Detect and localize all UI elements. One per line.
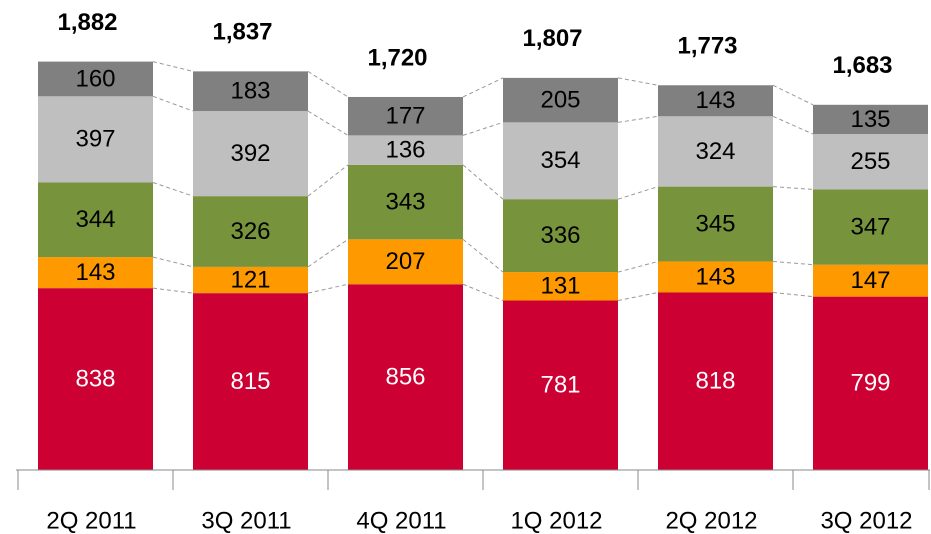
value-label: 392 bbox=[230, 140, 270, 167]
value-label: 818 bbox=[695, 368, 735, 395]
bar-segment bbox=[503, 300, 618, 470]
value-label: 336 bbox=[540, 222, 580, 249]
bar-segment bbox=[813, 264, 928, 297]
x-tick-label: 3Q 2012 bbox=[820, 507, 912, 534]
connector bbox=[462, 164, 504, 200]
bar-segment bbox=[348, 135, 463, 165]
x-tick-label: 4Q 2011 bbox=[356, 507, 446, 534]
connector bbox=[307, 283, 349, 294]
bar-segment bbox=[503, 122, 618, 200]
connector bbox=[617, 186, 659, 200]
connector bbox=[307, 70, 349, 98]
value-label: 121 bbox=[230, 266, 270, 293]
x-tick-label: 2Q 2012 bbox=[665, 507, 757, 534]
connector bbox=[617, 77, 659, 86]
total-label: 1,720 bbox=[367, 44, 427, 71]
value-label: 347 bbox=[850, 213, 890, 240]
connector bbox=[772, 260, 814, 266]
bar-segment bbox=[348, 164, 463, 240]
bar-segment bbox=[503, 272, 618, 301]
bar-segment bbox=[38, 61, 153, 97]
bar-segment bbox=[193, 196, 308, 267]
bar-segment bbox=[813, 296, 928, 470]
bar-segment bbox=[658, 85, 773, 117]
value-label: 781 bbox=[540, 372, 580, 399]
bar-segment bbox=[813, 189, 928, 265]
value-label: 326 bbox=[230, 218, 270, 245]
connector bbox=[152, 256, 194, 268]
x-tick-label: 1Q 2012 bbox=[510, 507, 602, 534]
connector bbox=[617, 292, 659, 302]
connector bbox=[772, 291, 814, 298]
bar-segment bbox=[38, 257, 153, 289]
bar-segment bbox=[348, 284, 463, 470]
bar-segment bbox=[658, 116, 773, 187]
value-label: 143 bbox=[75, 259, 115, 286]
value-label: 183 bbox=[230, 78, 270, 105]
connector bbox=[152, 95, 194, 112]
value-label: 135 bbox=[850, 106, 890, 133]
bar-segment bbox=[193, 111, 308, 197]
connector bbox=[152, 61, 194, 72]
value-label: 207 bbox=[385, 248, 425, 275]
bar-segment bbox=[193, 71, 308, 112]
bar-segment bbox=[813, 134, 928, 190]
value-label: 147 bbox=[850, 267, 890, 294]
bar-segment bbox=[193, 266, 308, 294]
bar-segment bbox=[658, 261, 773, 293]
connector bbox=[462, 238, 504, 273]
total-label: 1,773 bbox=[677, 33, 737, 60]
x-tick-label: 2Q 2011 bbox=[46, 507, 136, 534]
connector bbox=[772, 84, 814, 106]
value-label: 345 bbox=[695, 210, 735, 237]
value-label: 343 bbox=[385, 188, 425, 215]
bar-segment bbox=[38, 182, 153, 258]
total-label: 1,807 bbox=[522, 25, 582, 52]
connector bbox=[462, 283, 504, 301]
value-label: 799 bbox=[850, 370, 890, 397]
bar-segment bbox=[503, 199, 618, 273]
value-label: 856 bbox=[385, 363, 425, 390]
bar-segment bbox=[503, 77, 618, 123]
connector bbox=[307, 110, 349, 136]
bar-segment bbox=[813, 104, 928, 135]
x-tick-label: 3Q 2011 bbox=[201, 507, 291, 534]
connector bbox=[307, 238, 349, 268]
connector bbox=[152, 182, 194, 197]
value-label: 354 bbox=[540, 147, 580, 174]
connector bbox=[772, 186, 814, 190]
bar-segment bbox=[348, 96, 463, 136]
total-label: 1,882 bbox=[57, 9, 117, 36]
value-label: 838 bbox=[75, 365, 115, 392]
value-label: 205 bbox=[540, 86, 580, 113]
bar-segment bbox=[38, 96, 153, 183]
value-label: 397 bbox=[75, 126, 115, 153]
value-label: 815 bbox=[230, 368, 270, 395]
value-label: 255 bbox=[850, 148, 890, 175]
connector bbox=[462, 121, 504, 136]
bar-segment bbox=[658, 186, 773, 262]
value-label: 143 bbox=[695, 87, 735, 114]
bar-segment bbox=[658, 292, 773, 470]
value-label: 131 bbox=[540, 273, 580, 300]
connector bbox=[152, 287, 194, 294]
connector bbox=[617, 260, 659, 273]
connector bbox=[772, 115, 814, 135]
value-label: 136 bbox=[385, 136, 425, 163]
bar-segment bbox=[348, 239, 463, 285]
total-label: 1,837 bbox=[212, 19, 272, 46]
connector bbox=[307, 164, 349, 197]
value-label: 143 bbox=[695, 263, 735, 290]
value-label: 324 bbox=[695, 138, 735, 165]
connector bbox=[617, 115, 659, 123]
bar-segment bbox=[193, 293, 308, 470]
value-label: 177 bbox=[385, 103, 425, 130]
total-label: 1,683 bbox=[832, 52, 892, 79]
value-label: 344 bbox=[75, 206, 115, 233]
value-label: 160 bbox=[75, 65, 115, 92]
bar-segment bbox=[38, 288, 153, 470]
connector bbox=[462, 77, 504, 98]
